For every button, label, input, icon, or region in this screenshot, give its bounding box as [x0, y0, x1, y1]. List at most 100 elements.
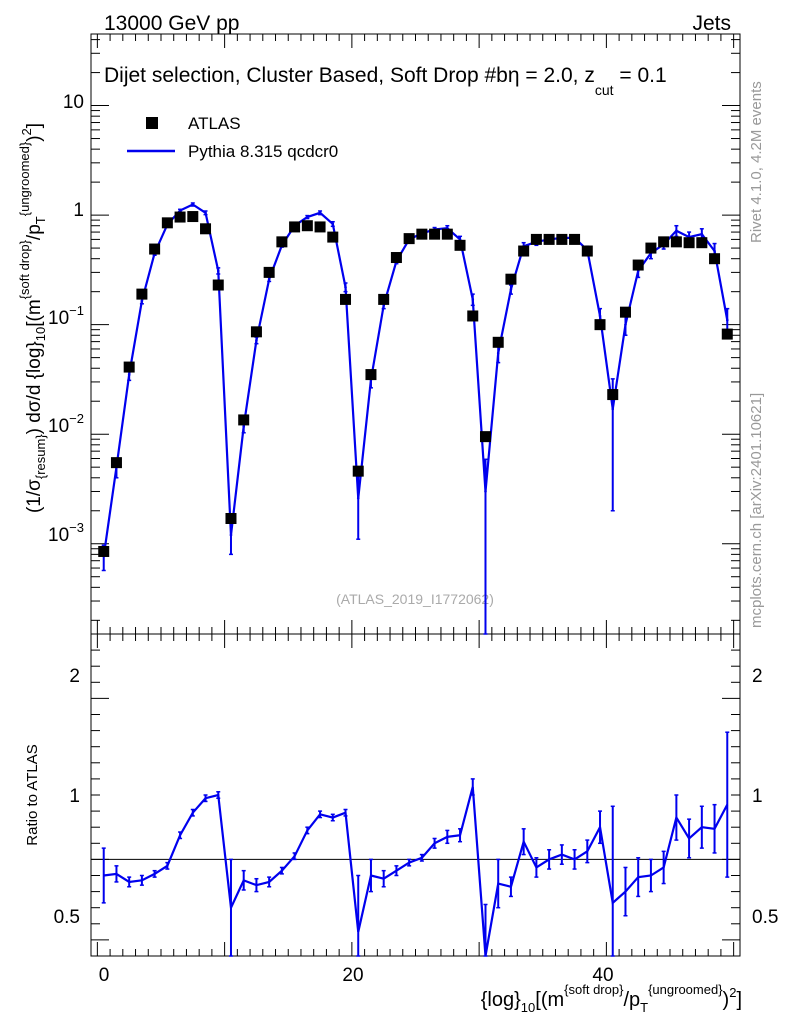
legend-atlas-marker	[146, 117, 158, 129]
plot-title-eta: η = 2.0, z	[508, 64, 595, 87]
atlas-data-point	[390, 252, 402, 264]
plot-title-tail: = 0.1	[614, 64, 667, 87]
mc-point	[318, 211, 322, 215]
ratio-y-tick-label-right: 2	[752, 666, 763, 687]
atlas-data-point	[467, 310, 479, 322]
atlas-data-point	[505, 273, 517, 285]
atlas-data-point	[174, 211, 186, 223]
mc-point	[496, 351, 500, 355]
y-tick-label: 10−3	[48, 520, 84, 546]
atlas-data-point	[123, 361, 135, 373]
plot-title-sub: cut	[595, 82, 614, 98]
main-y-axis-label: (1/σ{resum}) dσ/d {log}10[(m{soft drop}/…	[17, 123, 48, 513]
energy-label: 13000 GeV pp	[104, 12, 239, 35]
ratio-y-axis-label: Ratio to ATLAS	[24, 744, 41, 845]
y-tick-label: 10−1	[48, 303, 84, 329]
axis-ticks	[91, 34, 740, 957]
atlas-data-point	[352, 465, 364, 477]
mc-point	[242, 425, 246, 428]
atlas-data-point	[607, 389, 619, 401]
atlas-data-point	[301, 220, 313, 232]
atlas-data-point	[212, 279, 224, 291]
atlas-data-point	[619, 306, 631, 318]
atlas-data-point	[429, 228, 441, 240]
atlas-data-point	[416, 228, 428, 240]
mc-point	[229, 533, 233, 537]
mc-point	[306, 215, 309, 219]
atlas-data-point	[238, 414, 250, 426]
mc-point	[675, 229, 678, 233]
ratio-y-tick-label: 0.5	[54, 907, 80, 928]
atlas-data-point	[658, 236, 670, 248]
y-tick-label: 10−2	[48, 411, 84, 437]
y-tick-label: 1	[73, 200, 84, 221]
mc-point	[598, 314, 602, 318]
atlas-data-point	[314, 221, 326, 233]
process-label: Jets	[692, 12, 731, 35]
atlas-data-point	[200, 223, 212, 235]
data-series	[98, 211, 733, 557]
y-tick-label: 10	[63, 92, 84, 113]
legend-pythia-label: Pythia 8.315 qcdcr0	[188, 142, 338, 161]
atlas-data-point	[187, 211, 199, 223]
mc-series-line	[102, 203, 729, 557]
mc-point	[255, 338, 258, 342]
x-tick-label: 0	[99, 965, 110, 986]
atlas-data-point	[365, 369, 377, 381]
legend-atlas-label: ATLAS	[188, 114, 241, 133]
atlas-data-point	[683, 237, 695, 249]
mc-point	[611, 407, 615, 411]
atlas-data-point	[709, 253, 721, 265]
atlas-data-point	[454, 239, 466, 251]
atlas-data-point	[556, 233, 568, 245]
atlas-data-point	[594, 319, 606, 331]
mc-point	[267, 277, 271, 281]
atlas-data-point	[479, 431, 491, 443]
mc-point	[471, 298, 475, 301]
mc-point	[356, 496, 360, 500]
x-tick-label: 40	[592, 965, 613, 986]
mc-point	[700, 232, 704, 236]
ratio-series	[101, 731, 730, 957]
ratio-y-tick-label-right: 1	[752, 786, 763, 807]
mc-point	[624, 323, 627, 326]
main-y-tick-labels: 10 1 10−1 10−2 10−3	[48, 92, 84, 546]
plot-title: Dijet selection, Cluster Based, Soft Dro…	[104, 64, 667, 98]
mcplots-label: mcplots.cern.ch [arXiv:2401.10621]	[748, 393, 765, 628]
atlas-data-point	[161, 217, 173, 229]
mc-point	[713, 249, 716, 253]
atlas-data-point	[276, 236, 288, 248]
atlas-data-point	[340, 293, 352, 305]
atlas-data-point	[327, 231, 339, 243]
mc-point	[331, 222, 335, 226]
ratio-y-tick-label-right: 0.5	[752, 907, 778, 928]
ratio-series-line	[103, 786, 729, 957]
atlas-data-point	[263, 266, 275, 278]
ratio-plot-frame	[90, 633, 741, 957]
mc-point	[725, 318, 729, 322]
atlas-data-point	[492, 336, 504, 348]
atlas-data-point	[225, 512, 237, 524]
atlas-data-point	[581, 245, 593, 257]
mc-point	[344, 285, 347, 289]
atlas-data-point	[645, 242, 657, 254]
atlas-data-point	[250, 326, 262, 338]
mc-point	[509, 288, 513, 291]
x-axis-label: {log}10[(m{soft drop}/pT{ungroomed})2]	[481, 982, 742, 1015]
atlas-data-point	[569, 233, 581, 245]
atlas-data-point	[289, 221, 301, 233]
atlas-data-point	[378, 293, 390, 305]
atlas-data-point	[670, 236, 682, 248]
analysis-watermark: (ATLAS_2019_I1772062)	[336, 591, 494, 607]
atlas-data-point	[530, 233, 542, 245]
mc-point	[216, 269, 220, 273]
mc-point	[204, 211, 207, 215]
mc-point	[178, 209, 182, 212]
ratio-y-tick-label: 1	[69, 786, 80, 807]
rivet-version-label: Rivet 4.1.0, 4.2M events	[748, 81, 765, 243]
atlas-data-point	[632, 259, 644, 271]
atlas-data-point	[441, 228, 453, 240]
atlas-data-point	[149, 243, 161, 255]
x-tick-label: 20	[342, 965, 363, 986]
